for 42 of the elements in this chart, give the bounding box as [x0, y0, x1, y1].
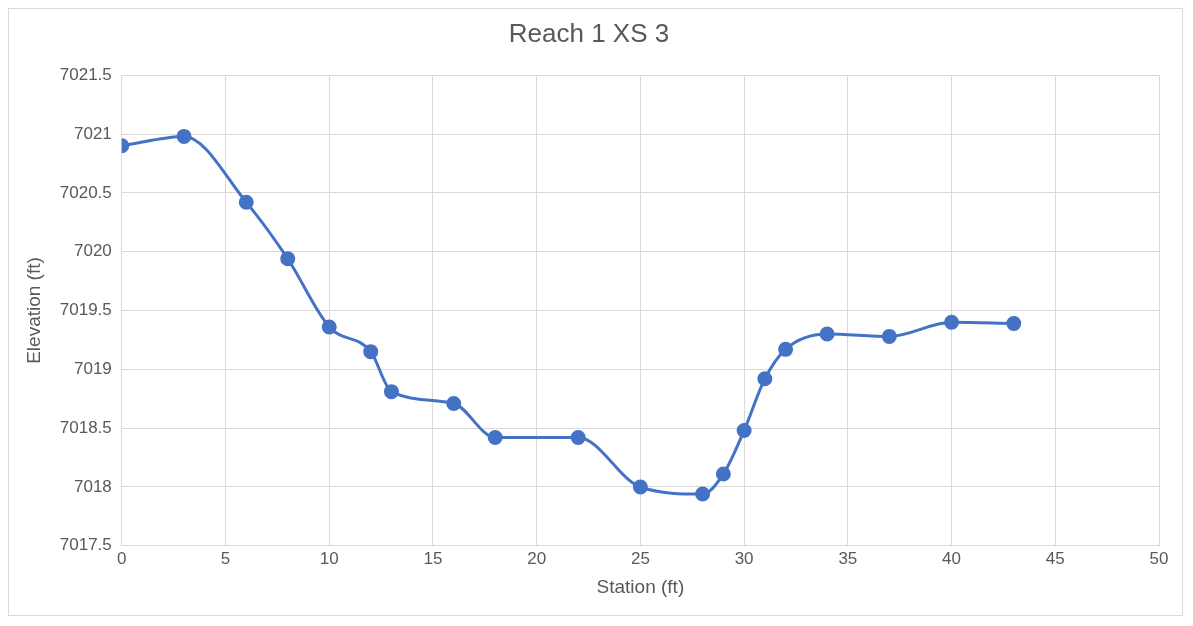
- y-tick-label: 7020.5: [59, 182, 112, 202]
- x-tick-label: 10: [319, 548, 339, 568]
- point: [446, 395, 462, 411]
- point: [1006, 315, 1022, 331]
- point: [736, 423, 752, 438]
- point: [176, 128, 192, 144]
- y-tick-label: 7019.5: [59, 300, 112, 320]
- y-tick-label: 7017.5: [59, 535, 112, 555]
- point: [819, 326, 835, 342]
- x-tick-label: 25: [630, 548, 650, 568]
- x-tick-label: 35: [838, 548, 858, 568]
- point: [363, 344, 379, 360]
- chart-title: Reach 1 XS 3: [508, 17, 670, 48]
- y-tick-label: 7018.5: [59, 417, 112, 437]
- y-tick-label: 7019: [73, 359, 112, 379]
- point: [632, 479, 648, 495]
- point: [881, 328, 897, 344]
- point: [238, 194, 254, 210]
- x-tick-label: 5: [220, 548, 231, 568]
- point: [944, 314, 960, 330]
- point: [321, 319, 337, 335]
- y-tick-label: 7020: [73, 241, 112, 261]
- point: [280, 251, 296, 267]
- y-tick-label: 7018: [73, 476, 112, 496]
- point: [487, 430, 503, 446]
- x-axis-title: Station (ft): [596, 575, 685, 597]
- point: [383, 384, 399, 400]
- x-tick-label: 20: [527, 548, 547, 568]
- x-tick-label: 45: [1045, 548, 1065, 568]
- x-tick-label: 50: [1149, 548, 1169, 568]
- y-tick-label: 7021: [73, 123, 112, 143]
- point: [715, 466, 731, 482]
- x-tick-label: 15: [423, 548, 443, 568]
- point: [757, 371, 773, 387]
- y-tick-label: 7021.5: [59, 64, 112, 84]
- x-tick-label: 40: [942, 548, 962, 568]
- point: [570, 430, 586, 446]
- x-tick-label: 0: [117, 548, 127, 568]
- point: [695, 486, 711, 502]
- y-axis-title: Elevation (ft): [22, 257, 44, 364]
- point: [778, 341, 794, 357]
- x-tick-label: 30: [734, 548, 754, 568]
